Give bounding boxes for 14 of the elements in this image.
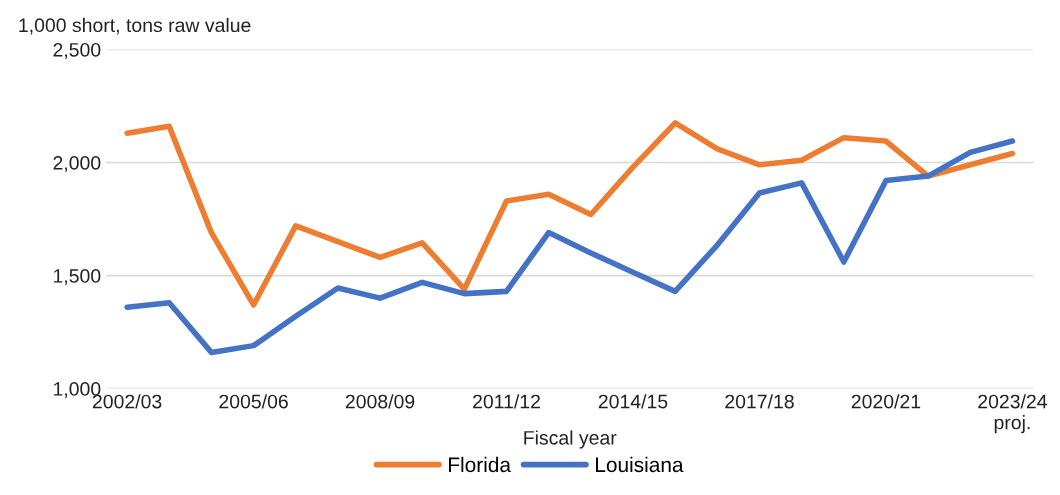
y-tick-label: 1,500 bbox=[53, 269, 101, 286]
y-tick-label: 2,500 bbox=[53, 42, 101, 60]
x-tick-label: 2023/24 proj. bbox=[978, 394, 1047, 434]
y-tick-label: 2,000 bbox=[53, 155, 101, 173]
x-axis-title: Fiscal year bbox=[524, 430, 617, 449]
x-tick-label: 2005/06 bbox=[219, 394, 288, 409]
x-tick-label: 2017/18 bbox=[725, 394, 794, 409]
x-tick-label: 2008/09 bbox=[345, 394, 415, 409]
x-tick-label: 2011/12 bbox=[473, 394, 540, 409]
legend-label: Florida bbox=[449, 456, 511, 473]
y-axis-title: 1,000 short, tons raw value bbox=[19, 17, 251, 35]
legend-label: Louisiana bbox=[596, 456, 684, 473]
x-tick-label: 2020/21 bbox=[851, 394, 921, 409]
x-tick-label: 2014/15 bbox=[598, 394, 668, 409]
